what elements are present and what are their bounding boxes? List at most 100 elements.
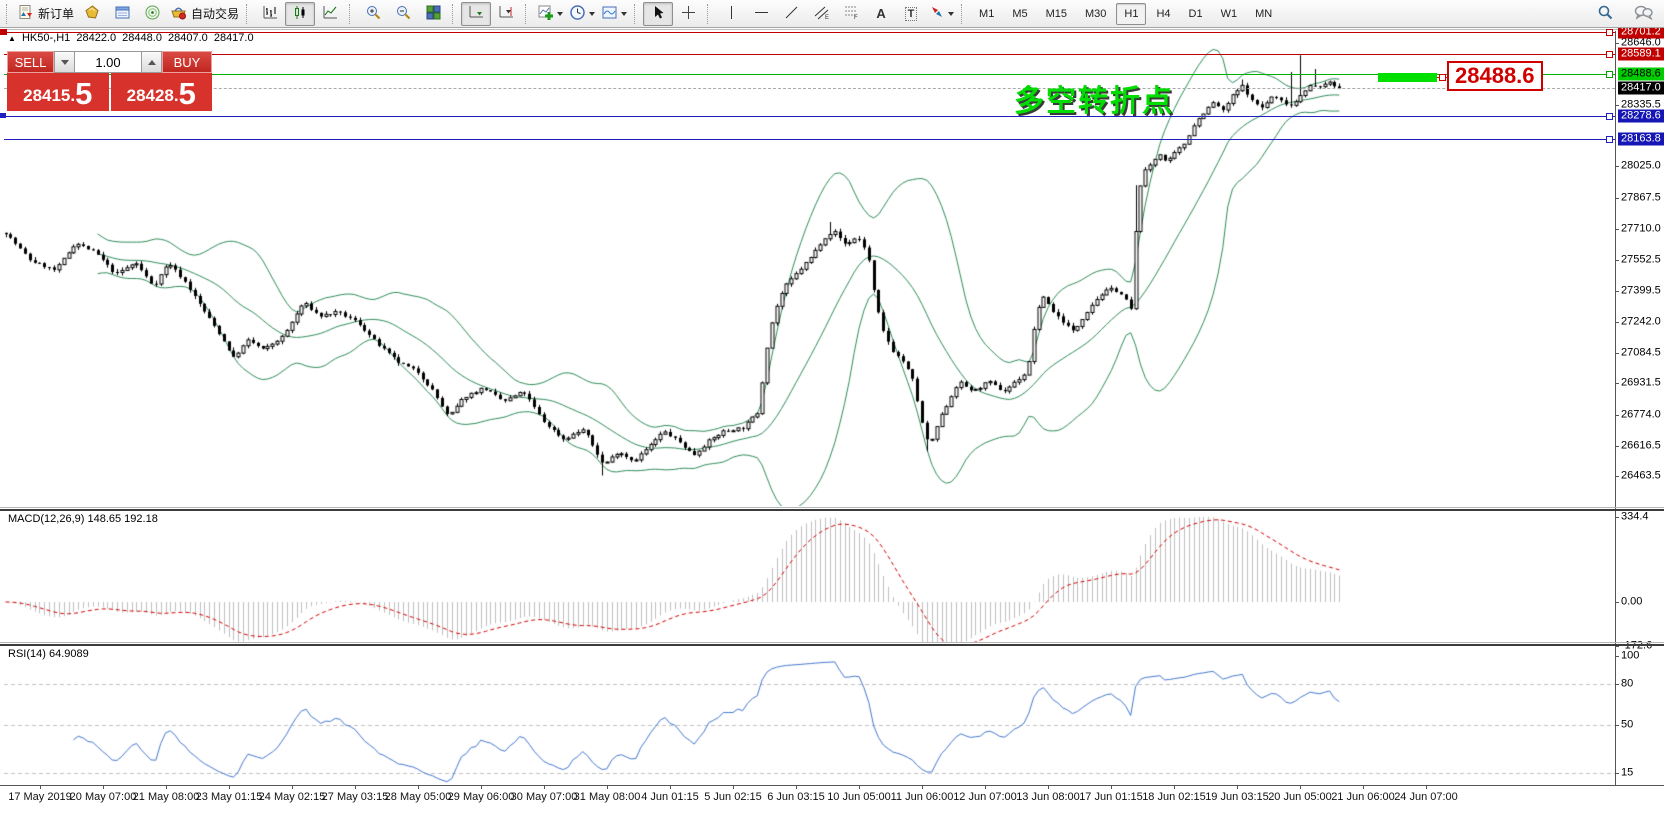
- trendline-button[interactable]: [776, 2, 806, 26]
- macd-pane[interactable]: [4, 512, 1615, 642]
- timeframe-button-d1[interactable]: D1: [1188, 7, 1203, 20]
- panel-splitter[interactable]: [0, 642, 1664, 643]
- market-watch-button[interactable]: [77, 2, 107, 26]
- hline-handle[interactable]: [0, 29, 7, 35]
- panel-splitter[interactable]: [0, 507, 1664, 508]
- timeframe-button-mn[interactable]: MN: [1255, 7, 1273, 20]
- sell-price-int: 28415: [23, 86, 71, 105]
- line-end-handle[interactable]: [1606, 29, 1613, 36]
- time-axis-label: 12 Jun 07:00: [953, 791, 1017, 803]
- fibonacci-button[interactable]: F: [836, 2, 866, 26]
- panel-splitter[interactable]: [0, 509, 1664, 511]
- navigator-button[interactable]: [137, 2, 167, 26]
- time-axis-label: 13 Jun 08:00: [1016, 791, 1080, 803]
- group-grip[interactable]: [525, 3, 530, 24]
- text-tool-button[interactable]: A: [866, 2, 896, 26]
- time-axis-label: 27 May 03:15: [321, 791, 389, 803]
- timeframe-button-m15[interactable]: M15: [1045, 7, 1067, 20]
- group-grip[interactable]: [246, 3, 251, 24]
- group-grip[interactable]: [349, 3, 354, 24]
- tile-windows-button[interactable]: [418, 2, 448, 26]
- crosshair-button[interactable]: [673, 2, 703, 26]
- chinese-annotation-text[interactable]: 多空转折点: [1014, 85, 1174, 118]
- price-tick-label: 28646.0: [1621, 36, 1661, 49]
- chat-button[interactable]: [1628, 2, 1658, 26]
- horizontal-line-28278.6[interactable]: [4, 116, 1615, 117]
- search-icon: [1597, 4, 1614, 24]
- indicators-button[interactable]: [534, 2, 566, 26]
- vertical-line-icon: [725, 5, 738, 23]
- candlestick-chart-button[interactable]: [285, 1, 316, 26]
- main-chart-pane[interactable]: [4, 31, 1615, 506]
- timeframe-button-h1[interactable]: H1: [1116, 2, 1147, 25]
- cursor-button[interactable]: [643, 1, 674, 26]
- highlight-anchor-square: [1439, 74, 1446, 81]
- bar-chart-button[interactable]: [255, 2, 285, 26]
- horizontal-line-button[interactable]: [746, 2, 776, 26]
- autotrading-button[interactable]: 自动交易: [167, 2, 242, 26]
- volume-increase-button[interactable]: [141, 51, 162, 73]
- equidistant-channel-button[interactable]: E: [806, 2, 836, 26]
- line-end-handle[interactable]: [1606, 136, 1613, 143]
- timeframe-button-m1[interactable]: M1: [979, 7, 995, 20]
- price-tag-label[interactable]: 28488.6: [1447, 61, 1543, 91]
- horizontal-line-28701.2[interactable]: [4, 32, 1615, 33]
- auto-scroll-button[interactable]: [461, 1, 492, 26]
- horizontal-line-28589.1[interactable]: [4, 54, 1615, 55]
- vertical-line-button[interactable]: [716, 2, 746, 26]
- periods-button[interactable]: [566, 2, 598, 26]
- search-button[interactable]: [1590, 2, 1620, 26]
- sell-price-frac: 5: [75, 76, 93, 111]
- line-end-handle[interactable]: [1606, 71, 1613, 78]
- buy-price-frac: 5: [178, 76, 196, 111]
- toolbar-grip[interactable]: [6, 3, 11, 24]
- line-chart-button[interactable]: [315, 2, 345, 26]
- timeframe-button-h4[interactable]: H4: [1156, 7, 1171, 20]
- arrows-button[interactable]: [926, 2, 957, 26]
- line-end-handle[interactable]: [1606, 113, 1613, 120]
- macd-axis-label: 334.4: [1621, 510, 1649, 523]
- horizontal-line-28163.8[interactable]: [4, 139, 1615, 140]
- axis-tick: [1615, 415, 1619, 416]
- axis-tick: [1615, 322, 1619, 323]
- bar-chart-icon: [262, 4, 279, 24]
- price-tick-label: 26931.5: [1621, 376, 1661, 389]
- collapse-arrow-icon[interactable]: ▲: [8, 34, 16, 43]
- chart-shift-button[interactable]: [491, 2, 521, 26]
- group-grip[interactable]: [707, 3, 712, 24]
- hline-handle[interactable]: [0, 113, 6, 118]
- volume-decrease-button[interactable]: [54, 51, 75, 73]
- macd-axis-label: 0.00: [1621, 595, 1643, 608]
- time-axis-label: 20 May 07:00: [69, 791, 137, 803]
- templates-button[interactable]: [598, 2, 630, 26]
- rsi-pane[interactable]: [4, 647, 1615, 783]
- buy-price[interactable]: 28428 . 5: [110, 73, 212, 111]
- time-axis-tick: [481, 786, 482, 789]
- zoom-in-button[interactable]: [358, 2, 388, 26]
- line-end-handle[interactable]: [1606, 51, 1613, 58]
- volume-input[interactable]: [75, 51, 141, 73]
- bid-price-line: [4, 88, 1615, 89]
- sell-price[interactable]: 28415 . 5: [7, 73, 109, 111]
- highlight-bar[interactable]: [1378, 73, 1437, 82]
- buy-price-dot: .: [173, 86, 179, 105]
- buy-button[interactable]: BUY: [162, 51, 212, 73]
- zoom-out-button[interactable]: [388, 2, 418, 26]
- gold-nugget-icon: [84, 4, 101, 24]
- axis-tick: [1615, 646, 1619, 647]
- horizontal-line-28488.6[interactable]: [4, 74, 1615, 75]
- sell-button[interactable]: SELL: [7, 51, 54, 73]
- timeframe-button-w1[interactable]: W1: [1220, 7, 1238, 20]
- label-tool-button[interactable]: T: [896, 2, 926, 26]
- new-order-button[interactable]: 新订单: [15, 2, 77, 26]
- candlestick-icon: [292, 4, 309, 24]
- group-grip[interactable]: [961, 3, 966, 24]
- timeframe-button-m5[interactable]: M5: [1012, 7, 1028, 20]
- group-grip[interactable]: [452, 3, 457, 24]
- price-tick-label: 27552.5: [1621, 253, 1661, 266]
- data-window-button[interactable]: [107, 2, 137, 26]
- panel-splitter[interactable]: [0, 644, 1664, 646]
- timeframe-button-m30[interactable]: M30: [1085, 7, 1107, 20]
- group-grip[interactable]: [634, 3, 639, 24]
- chat-icon: [1634, 4, 1653, 24]
